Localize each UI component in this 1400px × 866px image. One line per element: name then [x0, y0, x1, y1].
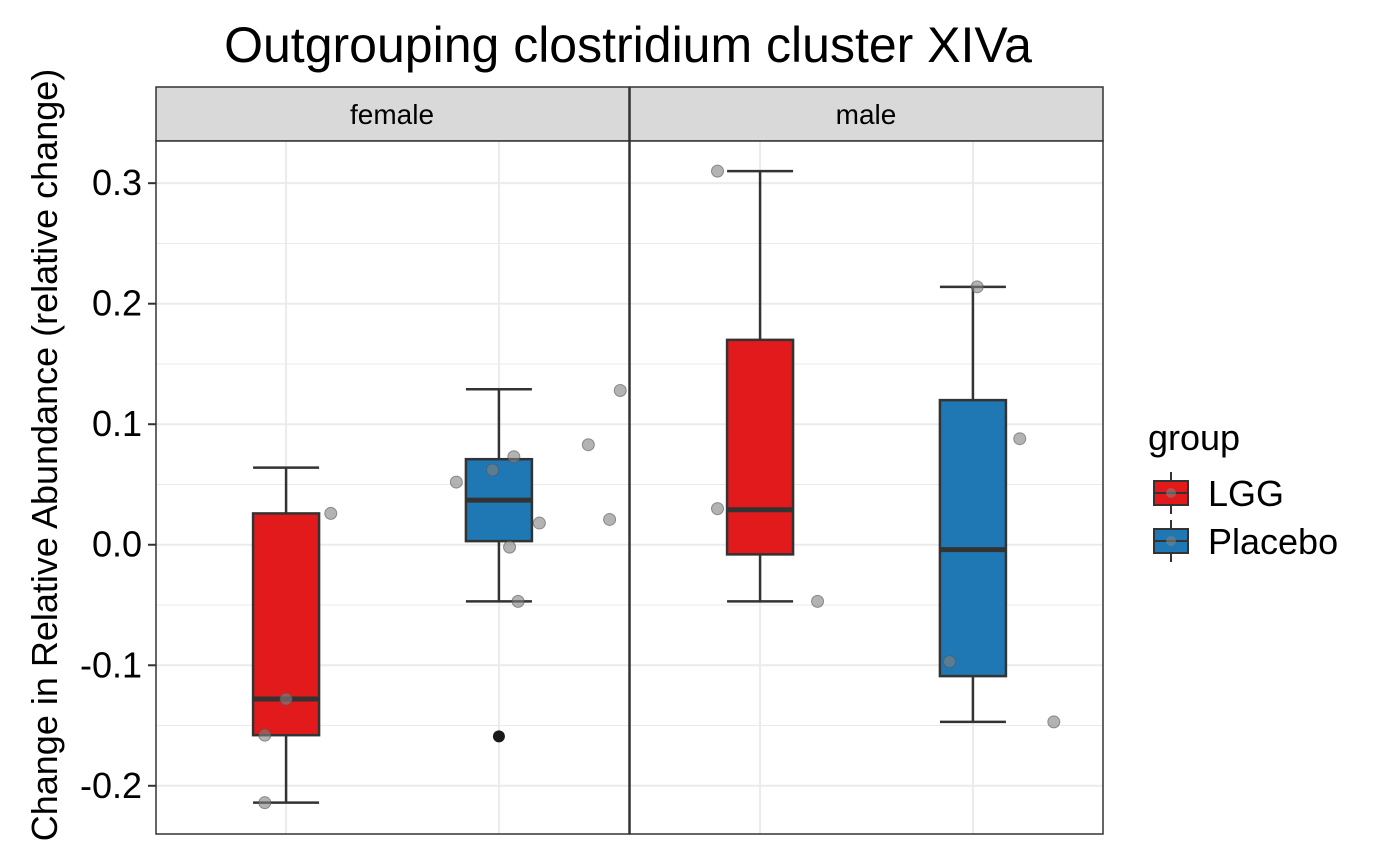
y-tick-label: 0.0 [92, 524, 142, 565]
data-point [511, 594, 525, 608]
legend-label: Placebo [1208, 521, 1338, 562]
data-point [711, 502, 725, 516]
panel-border-female [155, 140, 630, 835]
strip-male [629, 86, 1104, 142]
legend-key-point [1166, 536, 1176, 546]
data-point [532, 516, 546, 530]
box-body [938, 398, 1008, 678]
panel-female-plot [156, 141, 629, 834]
data-point [503, 540, 517, 554]
legend-item-lgg: LGG [1153, 472, 1284, 514]
legend-item-placebo: Placebo [1153, 520, 1338, 562]
strip-label-male: male [836, 99, 897, 130]
legend-label: LGG [1208, 473, 1284, 514]
box-male-LGG [711, 164, 825, 608]
panel-border-male [629, 140, 1104, 835]
data-point [258, 796, 272, 810]
y-axis: 0.3 0.2 0.1 0.0 -0.1 -0.2 [80, 162, 156, 806]
data-point [258, 728, 272, 742]
data-point [811, 594, 825, 608]
y-tick-label: 0.3 [92, 162, 142, 203]
data-point [449, 475, 463, 489]
y-tick-label: -0.1 [80, 644, 142, 685]
data-point [603, 512, 617, 526]
data-point [581, 438, 595, 452]
data-point [970, 280, 984, 294]
outlier-point [492, 730, 505, 743]
box-male-Placebo [938, 280, 1061, 729]
chart-title: Outgrouping clostridium cluster XIVa [224, 17, 1032, 73]
box-female-LGG [251, 466, 338, 810]
data-point [943, 655, 957, 669]
panel-background [630, 141, 1103, 834]
facet-panel-male: male [629, 86, 1104, 835]
box-female-Placebo [449, 383, 627, 743]
data-point [324, 506, 338, 520]
data-point [486, 463, 500, 477]
panel-male-plot [630, 141, 1103, 834]
legend-key-point [1166, 488, 1176, 498]
data-point [1013, 432, 1027, 446]
y-axis-label: Change in Relative Abundance (relative c… [24, 69, 65, 842]
panel-background [156, 141, 629, 834]
legend: group LGG Placebo [1148, 417, 1338, 562]
facet-panel-female: female [155, 86, 630, 835]
legend-title: group [1148, 417, 1240, 458]
y-tick-label: -0.2 [80, 765, 142, 806]
y-tick-label: 0.1 [92, 403, 142, 444]
box-body [725, 338, 795, 556]
data-point [711, 164, 725, 178]
data-point [279, 692, 293, 706]
strip-label-female: female [350, 99, 434, 130]
strip-female [155, 86, 630, 142]
data-point [507, 450, 521, 464]
y-tick-label: 0.2 [92, 283, 142, 324]
data-point [613, 383, 627, 397]
data-point [1047, 715, 1061, 729]
